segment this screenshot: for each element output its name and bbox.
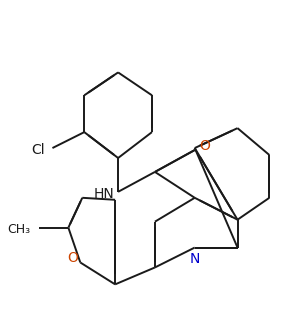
Text: O: O xyxy=(67,252,78,266)
Text: CH₃: CH₃ xyxy=(7,223,30,236)
Text: HN: HN xyxy=(93,187,114,201)
Text: Cl: Cl xyxy=(31,143,45,157)
Text: O: O xyxy=(199,139,210,153)
Text: N: N xyxy=(190,252,200,267)
